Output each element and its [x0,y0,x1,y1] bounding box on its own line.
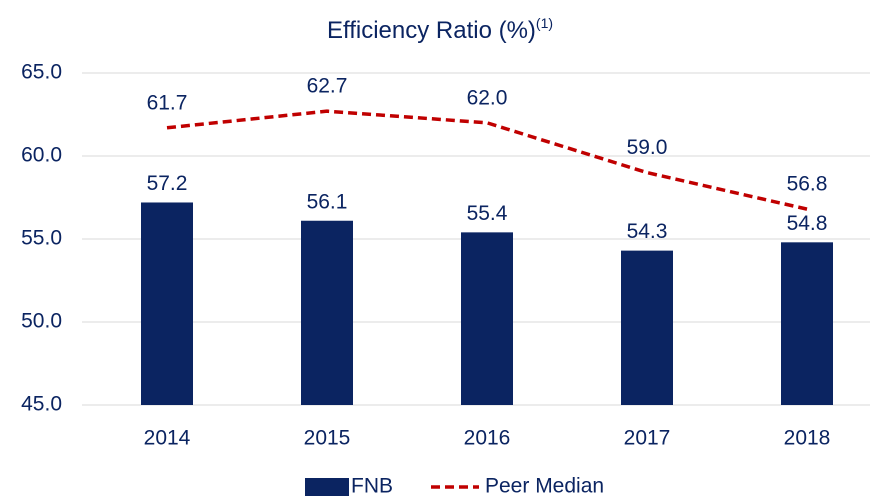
bar [461,232,513,405]
line-label: 59.0 [627,136,668,159]
y-tick-label: 45.0 [21,393,62,416]
bar-label: 57.2 [147,172,188,195]
x-tick-label: 2016 [464,427,511,450]
legend-label: Peer Median [485,475,604,497]
bar-label: 56.1 [307,190,348,213]
line-label: 56.8 [787,173,828,196]
legend-label: FNB [351,475,393,497]
bar-label: 54.8 [787,212,828,235]
bar [141,202,193,405]
x-tick-label: 2017 [624,427,671,450]
title-main: Efficiency Ratio (%) [327,17,536,44]
chart-title: Efficiency Ratio (%)(1) [327,15,553,45]
y-tick-label: 60.0 [21,144,62,167]
title-note: (1) [536,15,553,31]
line-label: 62.7 [307,75,348,98]
legend-swatch [305,478,349,496]
bar [301,220,353,405]
line-label: 62.0 [467,86,508,109]
line [166,109,808,211]
y-tick-label: 50.0 [21,310,62,333]
x-tick-label: 2015 [304,427,351,450]
x-tick-label: 2018 [784,427,831,450]
x-tick-label: 2014 [144,427,191,450]
y-tick-label: 55.0 [21,227,62,250]
bar-label: 54.3 [627,220,668,243]
line-label: 61.7 [147,91,188,114]
bar [781,242,833,405]
bar-label: 55.4 [467,202,508,225]
bar [621,250,673,405]
y-tick-label: 65.0 [21,61,62,84]
